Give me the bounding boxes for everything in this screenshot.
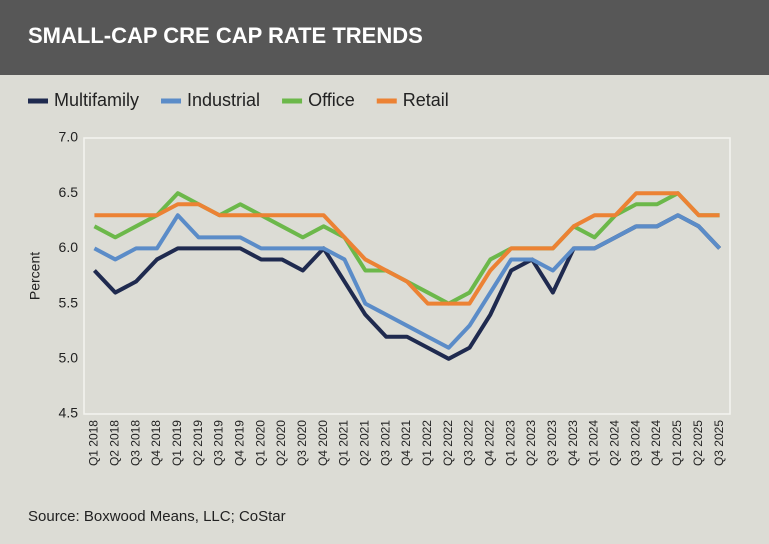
x-tick-label: Q2 2018: [107, 420, 121, 466]
legend-label: Multifamily: [54, 90, 139, 110]
header: [0, 0, 769, 75]
x-tick-label: Q2 2021: [357, 420, 371, 466]
x-tick-label: Q4 2024: [649, 420, 663, 466]
legend-label: Retail: [403, 90, 449, 110]
x-tick-label: Q2 2023: [524, 420, 538, 466]
x-tick-label: Q1 2021: [337, 420, 351, 466]
x-tick-label: Q3 2018: [128, 420, 142, 466]
y-tick-label: 6.5: [59, 184, 79, 200]
legend-label: Office: [308, 90, 355, 110]
y-tick-label: 6.0: [59, 239, 79, 255]
series-line: [94, 191, 720, 306]
plot-frame: [83, 137, 731, 415]
x-tick-label: Q2 2020: [274, 420, 288, 466]
legend-label: Industrial: [187, 90, 260, 110]
x-tick-label: Q3 2024: [628, 420, 642, 466]
x-tick-label: Q2 2025: [691, 420, 705, 466]
x-tick-label: Q1 2023: [503, 420, 517, 466]
x-tick-label: Q3 2023: [545, 420, 559, 466]
x-tick-label: Q3 2021: [378, 420, 392, 466]
x-tick-label: Q2 2019: [191, 420, 205, 466]
x-tick-label: Q1 2018: [87, 420, 101, 466]
x-tick-label: Q3 2025: [712, 420, 726, 466]
x-tick-label: Q3 2020: [295, 420, 309, 466]
y-tick-label: 5.5: [59, 294, 79, 310]
source: Source: Boxwood Means, LLC; CoStar: [28, 508, 286, 525]
y-tick-label: 5.0: [59, 350, 79, 366]
x-tick-label: Q3 2022: [462, 420, 476, 466]
series-line: [93, 213, 722, 350]
x-tick-label: Q3 2019: [212, 420, 226, 466]
x-tick-label: Q4 2021: [399, 420, 413, 466]
y-axis-label: Percent: [27, 252, 43, 300]
y-tick-label: 7.0: [59, 129, 79, 145]
x-tick-label: Q4 2022: [483, 420, 497, 466]
x-tick-label: Q1 2019: [170, 420, 184, 466]
x-tick-label: Q1 2025: [670, 420, 684, 466]
x-tick-label: Q2 2024: [608, 420, 622, 466]
x-tick-label: Q1 2024: [587, 420, 601, 466]
x-tick-label: Q4 2019: [232, 420, 246, 466]
x-tick-label: Q1 2020: [253, 420, 267, 466]
y-tick-label: 4.5: [59, 405, 79, 421]
chart-title: SMALL-CAP CRE CAP RATE TRENDS: [28, 23, 423, 48]
x-tick-label: Q1 2022: [420, 420, 434, 466]
x-tick-label: Q4 2023: [566, 420, 580, 466]
x-tick-label: Q4 2018: [149, 420, 163, 466]
x-tick-label: Q2 2022: [441, 420, 455, 466]
x-tick-label: Q4 2020: [316, 420, 330, 466]
